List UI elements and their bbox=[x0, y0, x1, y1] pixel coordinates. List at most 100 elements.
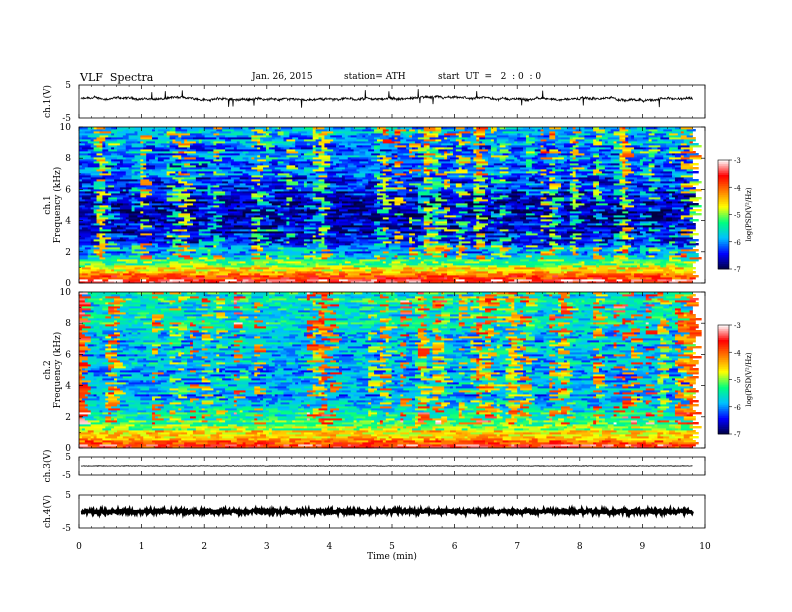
spectrogram-cell bbox=[455, 269, 466, 272]
spectrogram-cell bbox=[622, 219, 632, 222]
spectrogram-cell bbox=[555, 279, 559, 282]
spectrogram-cell bbox=[648, 255, 655, 258]
spectrogram-cell bbox=[438, 265, 445, 268]
spectrogram-cell bbox=[683, 273, 693, 276]
spectrogram-cell bbox=[219, 253, 226, 256]
spectrogram-cell bbox=[400, 227, 410, 230]
spectrogram-cell bbox=[105, 271, 118, 274]
spectrogram-cell bbox=[420, 259, 425, 262]
spectrogram-cell bbox=[634, 249, 641, 252]
spectrogram-cell bbox=[654, 223, 661, 226]
spectrogram-cell bbox=[160, 203, 170, 206]
spectrogram-cell bbox=[274, 235, 287, 238]
spectrogram-cell bbox=[309, 257, 314, 260]
spectrogram-cell bbox=[201, 215, 214, 218]
spectrogram-cell bbox=[444, 261, 457, 264]
spectrogram-cell bbox=[674, 271, 685, 274]
spectrogram-cell bbox=[114, 223, 127, 226]
spectrogram-cell bbox=[257, 245, 261, 248]
spectrogram-cell bbox=[441, 255, 445, 258]
spectrogram-cell bbox=[359, 241, 369, 244]
spectrogram-cell bbox=[657, 257, 670, 260]
spectrogram-cell bbox=[289, 237, 296, 240]
spectrogram-cell bbox=[93, 251, 100, 254]
spectrogram-cell bbox=[420, 217, 425, 220]
spectrogram-cell bbox=[607, 273, 620, 276]
spectrogram-cell bbox=[181, 267, 191, 270]
spectrogram-cell bbox=[461, 251, 468, 254]
spectrogram-cell bbox=[499, 251, 506, 254]
spectrogram-cell bbox=[479, 247, 492, 250]
spectrogram-cell bbox=[672, 237, 676, 240]
spectrogram-cell bbox=[403, 269, 410, 272]
spectrogram-cell bbox=[412, 207, 419, 210]
spectrogram-cell bbox=[268, 279, 279, 282]
spectrogram-cell bbox=[131, 273, 135, 276]
spectrogram-cell bbox=[344, 275, 354, 278]
spectrogram-cell bbox=[599, 211, 609, 214]
spectrogram-cell bbox=[195, 205, 208, 208]
spectrogram-cell bbox=[590, 259, 600, 262]
spectrogram-cell bbox=[233, 221, 238, 224]
spectrogram-cell bbox=[260, 273, 273, 276]
spectrogram-cell bbox=[502, 203, 506, 206]
spectrogram-cell bbox=[131, 249, 135, 252]
spectrogram-cell bbox=[485, 241, 492, 244]
spectrogram-cell bbox=[438, 239, 451, 242]
spectrogram-cell bbox=[371, 217, 384, 220]
spectrogram-cell bbox=[178, 269, 182, 272]
spectrogram-cell bbox=[242, 247, 252, 250]
spectrogram-cell bbox=[248, 279, 255, 282]
spectrogram-cell bbox=[265, 279, 270, 282]
spectrogram-cell bbox=[540, 275, 544, 278]
spectrogram-cell bbox=[359, 273, 372, 276]
spectrogram-cell bbox=[648, 207, 652, 210]
spectrogram-cell bbox=[163, 241, 168, 244]
spectrogram-cell bbox=[102, 279, 109, 282]
spectrogram-cell bbox=[201, 235, 211, 238]
spectrogram-cell bbox=[315, 211, 325, 214]
spectrogram-cell bbox=[508, 249, 512, 252]
spectrogram-cell bbox=[298, 237, 302, 240]
spectrogram-cell bbox=[102, 255, 112, 258]
spectrogram-cell bbox=[455, 261, 466, 264]
spectrogram-cell bbox=[490, 253, 503, 256]
spectrogram-cell bbox=[152, 261, 162, 264]
spectrogram-cell bbox=[371, 273, 381, 276]
spectrogram-cell bbox=[645, 231, 655, 234]
spectrogram-cell bbox=[309, 207, 319, 210]
spectrogram-cell bbox=[315, 227, 319, 230]
spectrogram-cell bbox=[429, 225, 439, 228]
spectrogram-cell bbox=[409, 219, 422, 222]
spectrogram-cell bbox=[374, 203, 384, 206]
spectrogram-cell bbox=[350, 243, 360, 246]
spectrogram-cell bbox=[105, 235, 118, 238]
spectrogram-cell bbox=[248, 263, 255, 266]
spectrogram-cell bbox=[210, 249, 220, 252]
spectrogram-cell bbox=[458, 249, 466, 252]
spectrogram-cell bbox=[160, 239, 165, 242]
spectrogram-cell bbox=[450, 209, 463, 212]
spectrogram-cell bbox=[604, 221, 609, 224]
spectrogram-cell bbox=[385, 259, 392, 262]
spectrogram-cell bbox=[400, 215, 404, 218]
spectrogram-cell bbox=[128, 263, 135, 266]
spectrogram-cell bbox=[210, 253, 217, 256]
spectrogram-cell bbox=[601, 225, 609, 228]
spectrogram-cell bbox=[160, 259, 165, 262]
spectrogram-cell bbox=[90, 263, 103, 266]
spectrogram-cell bbox=[470, 277, 474, 280]
spectrogram-cell bbox=[368, 215, 381, 218]
spectrogram-cell bbox=[79, 271, 83, 274]
spectrogram-cell bbox=[654, 267, 658, 270]
spectrogram-cell bbox=[412, 255, 422, 258]
spectrogram-cell bbox=[584, 251, 588, 254]
spectrogram-cell bbox=[528, 207, 539, 210]
spectrogram-cell bbox=[672, 269, 685, 272]
spectrogram-cell bbox=[125, 223, 130, 226]
spectrogram-cell bbox=[99, 251, 106, 254]
spectrogram-cell bbox=[663, 265, 667, 268]
spectrogram-cell bbox=[298, 211, 308, 214]
spectrogram-cell bbox=[195, 269, 200, 272]
spectrogram-cell bbox=[674, 229, 682, 232]
